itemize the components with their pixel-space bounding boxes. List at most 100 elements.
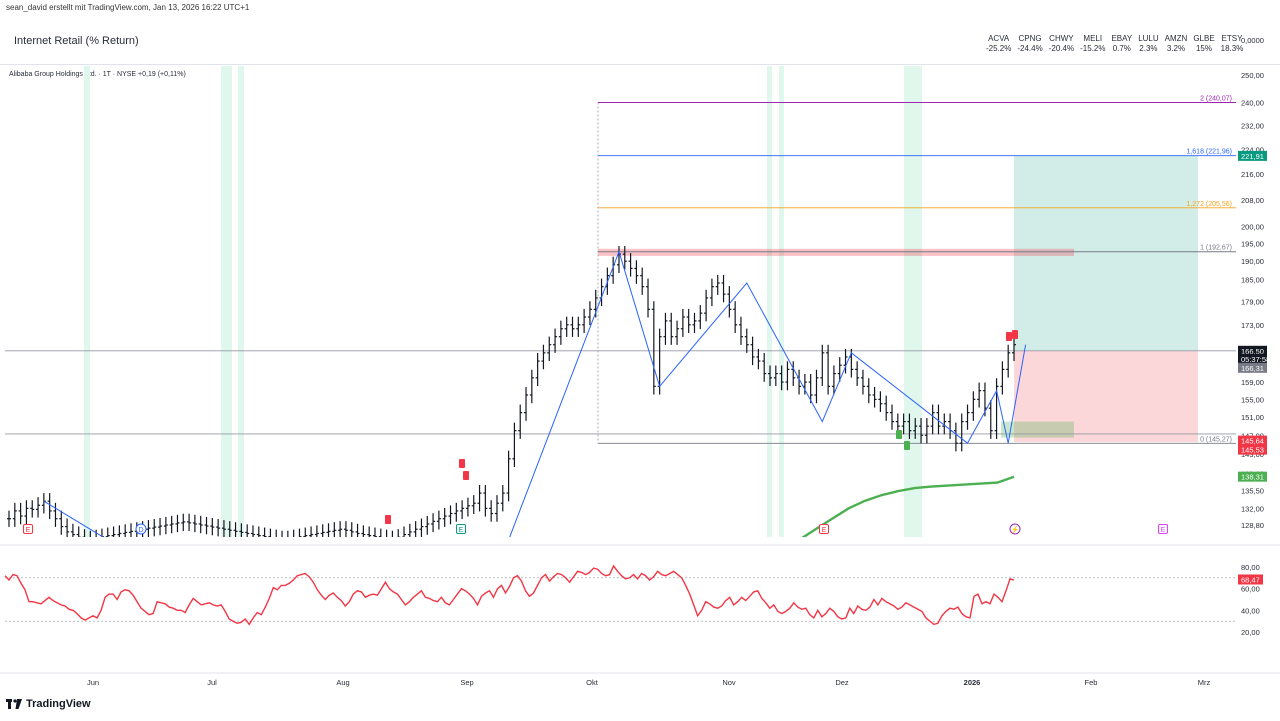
ohlc-bar: [704, 289, 709, 322]
ohlc-bar: [558, 320, 563, 345]
price-axis-tag: 221,91: [1238, 150, 1267, 161]
time-axis-label: Sep: [460, 678, 473, 687]
time-axis-label: Mrz: [1198, 678, 1211, 687]
price-axis-tag: 166,50: [1238, 345, 1267, 356]
ohlc-bar: [506, 450, 511, 502]
ohlc-bar: [192, 514, 197, 533]
ohlc-bar: [187, 513, 192, 532]
price-axis-tag: 138,31: [1238, 471, 1267, 482]
ohlc-bar: [901, 413, 906, 435]
event-marker-box: [819, 524, 829, 534]
price-axis-tick: 200,00: [1241, 222, 1264, 231]
time-axis-label: Dez: [835, 678, 849, 687]
ohlc-bar: [977, 382, 982, 408]
tradingview-logo[interactable]: TradingView: [6, 698, 91, 710]
compare-ticker[interactable]: AMZN 3.2%: [1165, 34, 1188, 54]
price-axis-tag-bg: [1238, 353, 1267, 364]
ohlc-bar: [47, 493, 52, 520]
fibonacci-label: 1,618 (221,96): [1186, 149, 1232, 156]
ohlc-bar: [547, 336, 552, 362]
price-axis-tick: 232,00: [1241, 122, 1264, 131]
ohlc-bar: [320, 524, 325, 537]
compare-ticker[interactable]: CPNG -24.4%: [1017, 34, 1042, 54]
ohlc-bar: [750, 336, 755, 366]
event-marker[interactable]: ⚡: [1009, 523, 1021, 535]
price-axis-tag-text: 05:37:58: [1241, 355, 1270, 364]
resistance-zone: [598, 248, 1074, 256]
ohlc-bar: [1006, 344, 1011, 378]
ohlc-bar: [181, 513, 186, 532]
position-target-zone: [1014, 155, 1198, 351]
event-marker-box: [1158, 524, 1168, 534]
event-marker[interactable]: D: [135, 523, 147, 535]
compare-ticker-list: ACVA -25.2% CPNG -24.4% CHWY -20.4% MELI -15.2%…: [986, 34, 1243, 54]
ohlc-bar: [959, 413, 964, 452]
compare-ticker[interactable]: ACVA -25.2%: [986, 34, 1011, 54]
ohlc-bar: [465, 497, 470, 517]
ohlc-bar: [529, 369, 534, 404]
price-axis-tag-text: 145,53: [1241, 446, 1264, 455]
price-axis-tick: 159,00: [1241, 378, 1264, 387]
compare-ticker[interactable]: EBAY 0.7%: [1111, 34, 1132, 54]
ohlc-bar: [59, 510, 64, 535]
ohlc-bar: [762, 352, 767, 382]
price-axis-tick: 151,00: [1241, 413, 1264, 422]
event-marker-letter: E: [822, 527, 827, 534]
ohlc-bar: [378, 528, 382, 537]
ohlc-bar: [397, 529, 401, 537]
ohlc-bar: [314, 525, 319, 537]
compare-ticker[interactable]: MELI -15.2%: [1080, 34, 1105, 54]
ohlc-bar: [500, 485, 505, 512]
compare-ticker[interactable]: ETSY 18.3%: [1221, 34, 1244, 54]
price-axis-tag: 145,53: [1238, 444, 1267, 455]
ohlc-bar: [971, 391, 976, 421]
price-axis-tick: 185,00: [1241, 275, 1264, 284]
ohlc-bar: [30, 500, 35, 518]
ohlc-bar: [442, 508, 447, 527]
price-axis-tick: 208,00: [1241, 196, 1264, 205]
event-marker[interactable]: E: [819, 524, 829, 535]
time-axis-label: Feb: [1085, 678, 1098, 687]
ohlc-bar: [367, 526, 372, 537]
rsi-axis-tick: 60,00: [1241, 585, 1260, 594]
ohlc-bar: [128, 523, 133, 537]
ohlc-bar: [471, 495, 476, 514]
ohlc-bar: [117, 525, 122, 537]
event-marker[interactable]: E: [23, 524, 33, 535]
event-marker[interactable]: E: [1158, 524, 1168, 535]
rsi-value-tag-bg: [1238, 574, 1263, 585]
ohlc-bar: [570, 316, 575, 337]
time-axis-label: 2026: [964, 678, 981, 687]
compare-ticker[interactable]: GLBE 15%: [1193, 34, 1214, 54]
ohlc-bar: [669, 312, 674, 345]
rsi-axis-tick: 20,00: [1241, 628, 1260, 637]
ohlc-bar: [837, 357, 842, 382]
compare-ticker-value: 18.3%: [1220, 44, 1244, 53]
ohlc-bar: [651, 301, 656, 395]
ohlc-bar: [349, 522, 354, 537]
ohlc-bar: [930, 404, 935, 435]
signal-flag: [385, 515, 391, 524]
ohlc-bar: [18, 502, 23, 525]
ohlc-bar: [65, 518, 70, 537]
compare-ticker[interactable]: CHWY -20.4%: [1049, 34, 1074, 54]
rsi-axis-tick: 80,00: [1241, 563, 1260, 572]
compare-ticker-value: -24.4%: [1017, 44, 1043, 53]
position-stop-zone: [1014, 350, 1198, 443]
event-marker[interactable]: E: [456, 524, 466, 535]
event-marker-letter: D: [138, 527, 143, 534]
ohlc-bar: [293, 529, 295, 537]
price-axis-tick: 195,00: [1241, 240, 1264, 249]
compare-panel-title: Internet Retail (% Return): [14, 35, 139, 47]
ohlc-bar: [953, 422, 958, 452]
price-axis-tag-text: 166,50: [1241, 347, 1264, 356]
ohlc-bar: [553, 328, 558, 353]
ohlc-bar: [884, 395, 889, 421]
event-marker-box: [456, 524, 466, 534]
event-marker-box: [23, 524, 33, 534]
compare-ticker[interactable]: LULU 2.3%: [1138, 34, 1158, 54]
session-highlight: [221, 66, 232, 537]
ohlc-bar: [454, 502, 459, 522]
ohlc-bar: [727, 286, 732, 318]
